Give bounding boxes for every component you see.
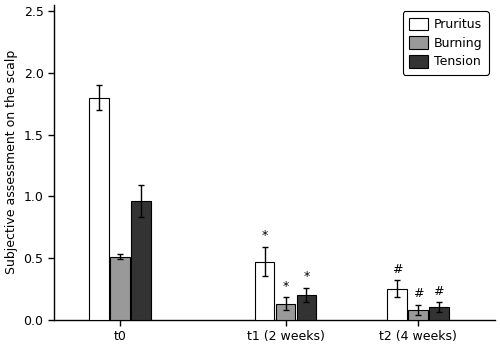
Legend: Pruritus, Burning, Tension: Pruritus, Burning, Tension bbox=[402, 11, 488, 74]
Bar bbox=[276, 303, 295, 319]
Y-axis label: Subjective assessment on the scalp: Subjective assessment on the scalp bbox=[5, 50, 18, 275]
Text: *: * bbox=[282, 280, 288, 293]
Bar bbox=[90, 97, 109, 319]
Text: #: # bbox=[412, 287, 423, 300]
Text: #: # bbox=[434, 285, 444, 298]
Bar bbox=[429, 307, 448, 319]
Bar bbox=[296, 295, 316, 319]
Bar bbox=[254, 262, 274, 319]
Text: *: * bbox=[262, 229, 268, 243]
Text: *: * bbox=[304, 270, 310, 283]
Text: #: # bbox=[392, 263, 402, 276]
Bar bbox=[110, 257, 130, 319]
Bar bbox=[408, 310, 428, 319]
Bar bbox=[131, 201, 151, 319]
Bar bbox=[387, 289, 407, 319]
